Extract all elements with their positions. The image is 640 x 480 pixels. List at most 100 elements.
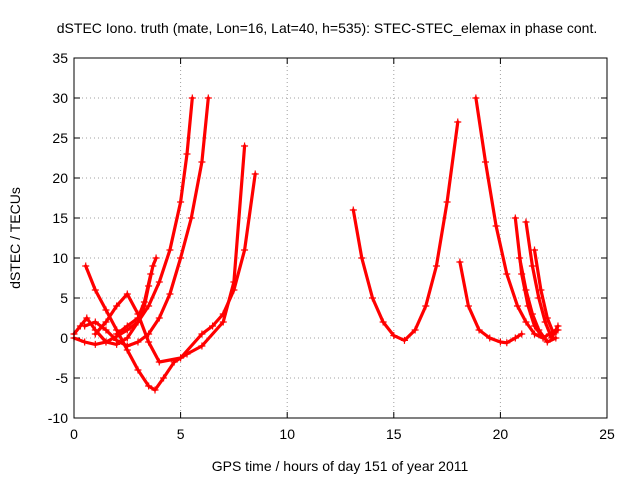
data-point bbox=[528, 262, 536, 270]
data-point bbox=[102, 318, 110, 326]
data-point bbox=[83, 314, 91, 322]
data-point bbox=[123, 322, 131, 330]
data-point bbox=[496, 338, 504, 346]
y-tick-label: 30 bbox=[52, 90, 68, 106]
data-point bbox=[516, 254, 524, 262]
series-line bbox=[517, 256, 558, 344]
data-point bbox=[454, 118, 462, 126]
x-tick-label: 10 bbox=[279, 426, 295, 442]
series-line bbox=[524, 220, 560, 340]
data-point bbox=[531, 330, 539, 338]
data-point bbox=[177, 198, 185, 206]
data-point bbox=[543, 314, 551, 322]
data-point bbox=[550, 330, 558, 338]
data-point bbox=[134, 338, 142, 346]
data-point bbox=[113, 336, 121, 344]
data-point bbox=[209, 322, 217, 330]
y-axis-label: dSTEC / TECUs bbox=[7, 187, 23, 289]
data-point bbox=[535, 326, 543, 334]
y-tick-label: 0 bbox=[60, 330, 68, 346]
data-point bbox=[160, 374, 168, 382]
series-arc-2 bbox=[70, 94, 196, 348]
data-point bbox=[123, 346, 131, 354]
y-tick-label: 15 bbox=[52, 210, 68, 226]
data-point bbox=[81, 338, 89, 346]
data-point bbox=[166, 246, 174, 254]
data-point bbox=[140, 298, 148, 306]
data-point bbox=[528, 310, 536, 318]
series-arc-3 bbox=[81, 94, 212, 350]
data-point bbox=[102, 338, 110, 346]
data-point bbox=[91, 340, 99, 348]
chart-title: dSTEC Iono. truth (mate, Lon=16, Lat=40,… bbox=[57, 20, 597, 36]
y-tick-label: 25 bbox=[52, 130, 68, 146]
x-tick-label: 25 bbox=[599, 426, 615, 442]
data-point bbox=[145, 302, 153, 310]
series-arc-8 bbox=[456, 258, 526, 347]
data-point bbox=[230, 286, 238, 294]
data-point bbox=[219, 318, 227, 326]
data-point bbox=[198, 342, 206, 350]
series-line bbox=[474, 96, 545, 340]
data-point bbox=[81, 322, 89, 330]
data-point bbox=[552, 334, 560, 342]
data-point bbox=[503, 270, 511, 278]
data-point bbox=[134, 314, 142, 322]
data-point bbox=[204, 94, 212, 102]
data-point bbox=[113, 330, 121, 338]
data-point bbox=[400, 336, 408, 344]
data-point bbox=[149, 262, 157, 270]
y-tick-label: 5 bbox=[60, 290, 68, 306]
data-point bbox=[102, 326, 110, 334]
data-point bbox=[522, 318, 530, 326]
data-point bbox=[152, 254, 160, 262]
data-point bbox=[481, 158, 489, 166]
data-point bbox=[147, 270, 155, 278]
series-line bbox=[351, 120, 460, 342]
series-line bbox=[458, 260, 524, 345]
x-axis-label: GPS time / hours of day 151 of year 2011 bbox=[212, 458, 469, 474]
data-point bbox=[511, 334, 519, 342]
data-point bbox=[251, 170, 259, 178]
data-point bbox=[537, 286, 545, 294]
data-point bbox=[123, 290, 131, 298]
data-point bbox=[155, 314, 163, 322]
data-point bbox=[475, 326, 483, 334]
data-point bbox=[379, 318, 387, 326]
data-point bbox=[543, 338, 551, 346]
x-tick-label: 5 bbox=[177, 426, 185, 442]
data-point bbox=[188, 94, 196, 102]
data-point bbox=[464, 302, 472, 310]
data-point bbox=[358, 254, 366, 262]
data-point bbox=[486, 334, 494, 342]
data-point bbox=[91, 330, 99, 338]
series-arc-6 bbox=[113, 270, 155, 338]
data-point bbox=[443, 198, 451, 206]
x-tick-label: 20 bbox=[493, 426, 509, 442]
data-point bbox=[91, 286, 99, 294]
y-tick-label: -5 bbox=[56, 370, 69, 386]
data-point bbox=[390, 332, 398, 340]
data-point bbox=[102, 306, 110, 314]
data-point bbox=[456, 258, 464, 266]
series-line bbox=[93, 172, 257, 364]
data-point bbox=[241, 142, 249, 150]
data-point bbox=[531, 246, 539, 254]
data-point bbox=[134, 366, 142, 374]
data-point bbox=[349, 206, 357, 214]
data-point bbox=[151, 386, 159, 394]
data-point bbox=[554, 326, 562, 334]
data-point bbox=[522, 286, 530, 294]
data-point bbox=[219, 310, 227, 318]
data-point bbox=[166, 290, 174, 298]
data-point bbox=[123, 334, 131, 342]
y-tick-label: 35 bbox=[52, 50, 68, 66]
y-tick-label: -10 bbox=[48, 410, 68, 426]
data-point bbox=[432, 262, 440, 270]
data-point bbox=[82, 262, 90, 270]
data-point bbox=[422, 302, 430, 310]
data-point bbox=[183, 150, 191, 158]
data-point bbox=[503, 339, 511, 347]
data-point bbox=[198, 158, 206, 166]
